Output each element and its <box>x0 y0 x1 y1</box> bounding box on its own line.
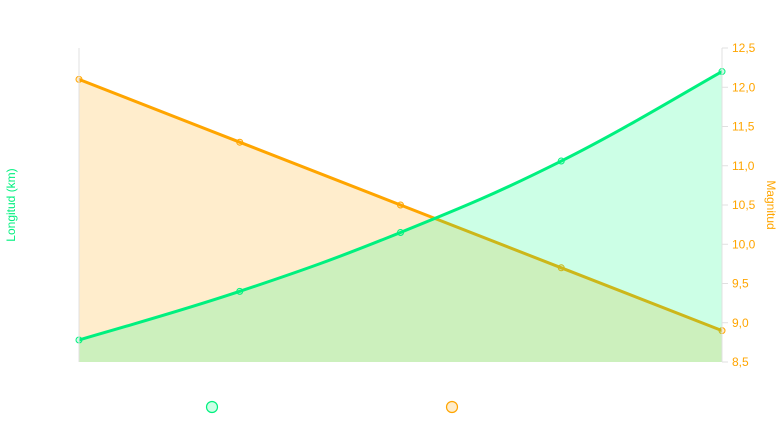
tick-label: 9,0 <box>732 316 749 330</box>
tick-label: 12,5 <box>732 41 756 55</box>
series-areas <box>75 68 726 363</box>
series-0 <box>75 68 726 363</box>
data-point[interactable] <box>236 287 244 295</box>
data-point[interactable] <box>397 201 404 209</box>
right-axis-label: Magnitud <box>764 180 778 229</box>
tick-label: 11,0 <box>732 159 755 173</box>
tick-label: 8,5 <box>732 355 749 369</box>
series-line <box>78 70 723 342</box>
data-point[interactable] <box>236 138 244 146</box>
tick-label: 10,5 <box>732 198 756 212</box>
right-axis-ticks: 8,5 9,0 9,5 10,0 10,5 11,0 11,5 12,0 12,5 <box>722 41 756 369</box>
tick-label: 11,5 <box>732 120 755 134</box>
data-point[interactable] <box>557 264 565 272</box>
data-point[interactable] <box>397 228 404 236</box>
tick-label: 9,5 <box>732 277 749 291</box>
tick-label: 10,0 <box>732 237 756 251</box>
series-line <box>78 78 723 332</box>
series-area-fill <box>79 71 722 363</box>
tick-label: 12,0 <box>732 80 756 94</box>
legend-marker[interactable] <box>205 400 219 414</box>
left-axis-label: Longitud (km) <box>4 168 18 241</box>
legend <box>205 400 459 414</box>
data-point[interactable] <box>557 157 565 165</box>
legend-marker[interactable] <box>445 400 459 414</box>
